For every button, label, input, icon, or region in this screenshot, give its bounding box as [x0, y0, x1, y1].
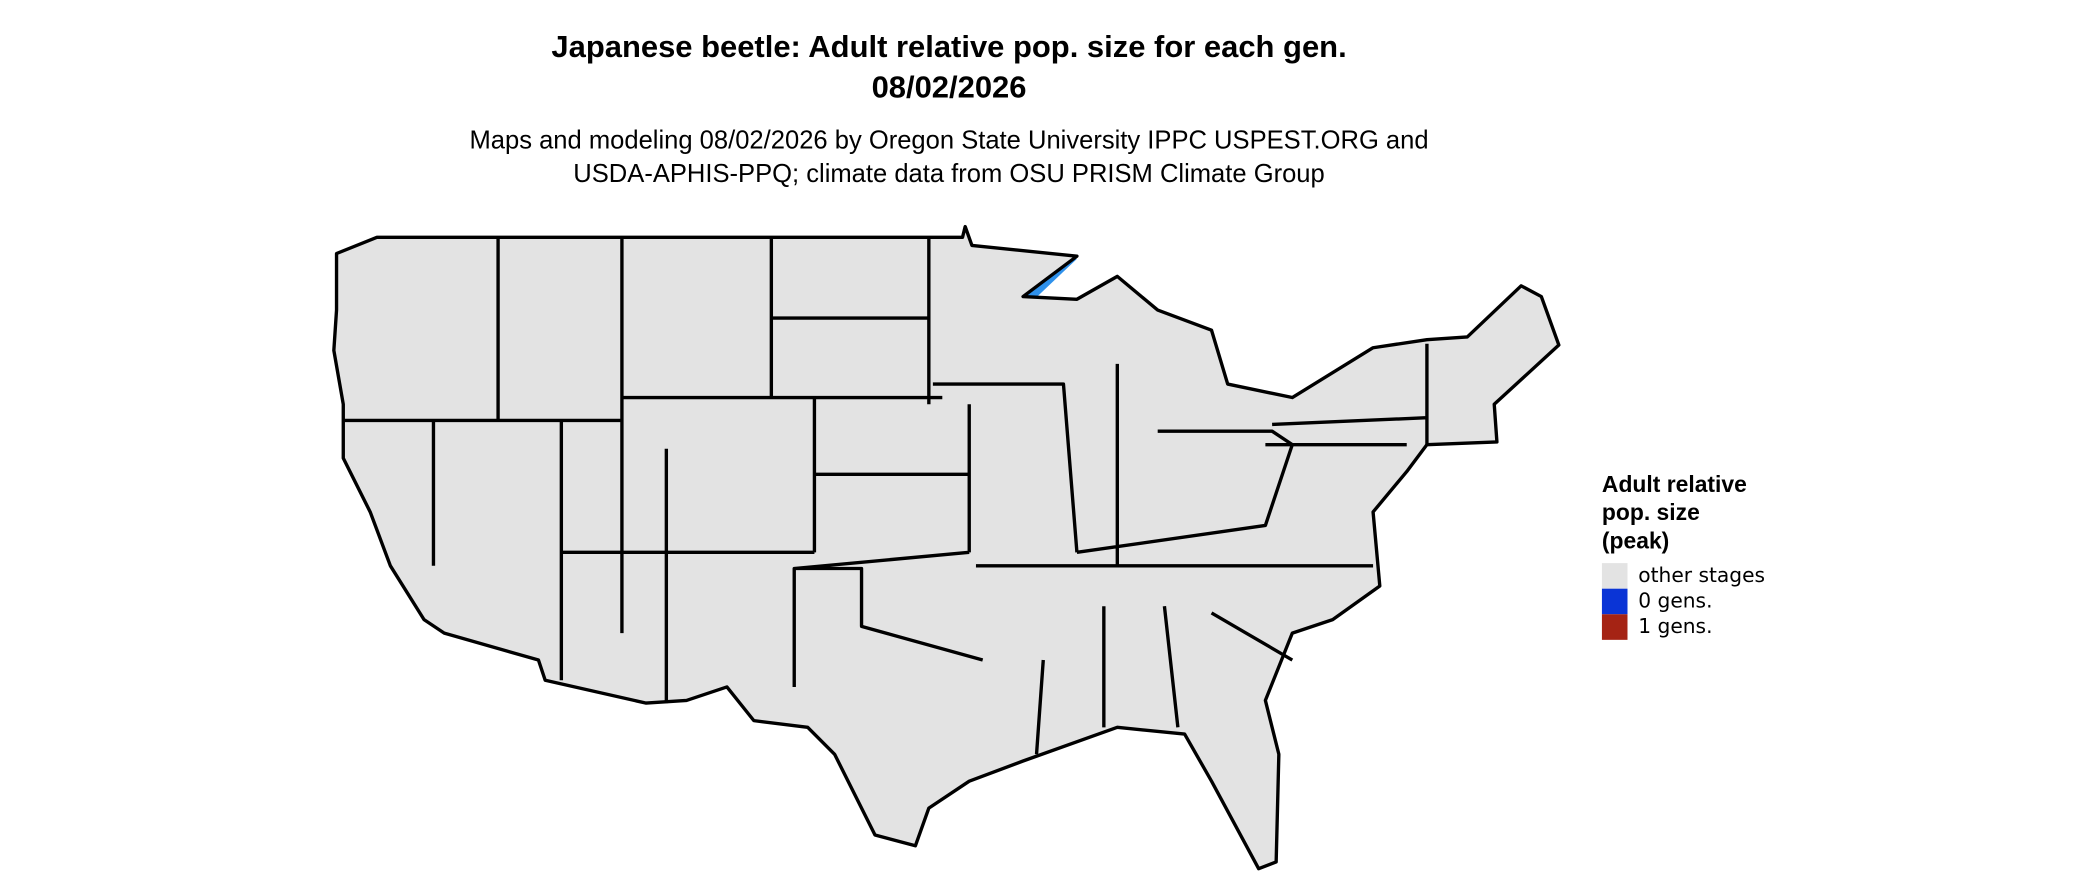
legend-swatch — [1601, 588, 1628, 615]
legend-label: 1 gens. — [1638, 614, 1712, 638]
subtitle: USDA-APHIS-PPQ; climate data from OSU PR… — [573, 160, 1324, 188]
border — [332, 224, 1561, 871]
legend-title: (peak) — [1602, 527, 1669, 553]
legend-label: 0 gens. — [1638, 589, 1712, 613]
legend-swatch — [1601, 563, 1628, 589]
us-map — [332, 224, 1561, 871]
subtitle: Maps and modeling 08/02/2026 by Oregon S… — [469, 127, 1428, 155]
legend-label: other stages — [1638, 563, 1765, 587]
legend-title: pop. size — [1602, 499, 1700, 525]
state-lines — [343, 237, 1429, 755]
legend-swatch — [1601, 614, 1628, 640]
title: Japanese beetle: Adult relative pop. siz… — [551, 29, 1346, 64]
legend-title: Adult relative — [1602, 471, 1747, 497]
title: 08/02/2026 — [872, 69, 1027, 104]
